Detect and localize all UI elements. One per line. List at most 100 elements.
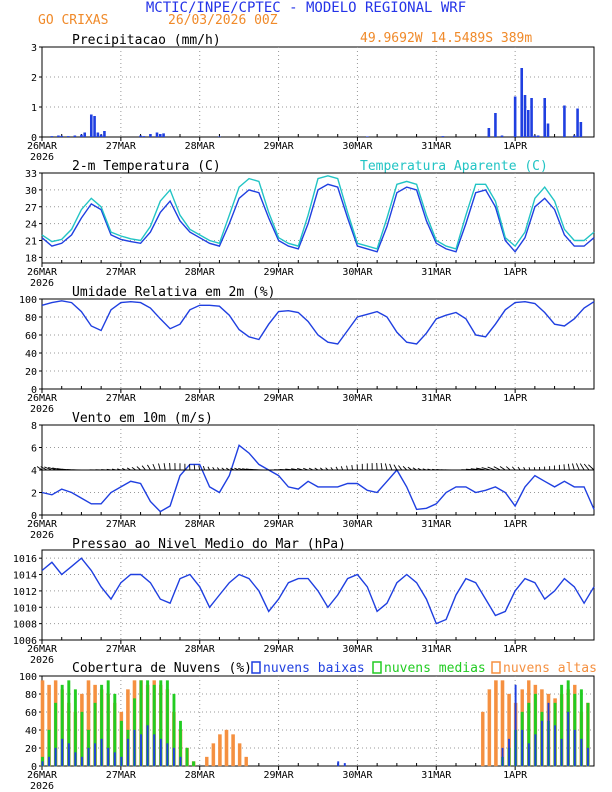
wind-barb (335, 466, 339, 471)
pressure-xtick-label: 1APR (503, 644, 528, 655)
cloud-bar-orange (231, 734, 235, 767)
rh-ytick-label: 20 (25, 367, 37, 378)
wind-barb (481, 467, 491, 471)
pressure-xtick-label: 30MAR (342, 644, 373, 655)
clouds-ytick-label: 0 (31, 762, 37, 773)
wind-barb (351, 464, 353, 471)
cloud-bar-blue (41, 761, 44, 767)
precip-bar (365, 136, 369, 137)
rh-title: Umidade Relativa em 2m (%) (72, 285, 276, 300)
wind-barb (427, 468, 432, 471)
rh-year-label: 2026 (30, 404, 54, 415)
legend-swatch-low (251, 661, 261, 674)
clouds-ytick-label: 80 (25, 690, 37, 701)
wind-barb (147, 464, 151, 471)
clouds-xtick-label: 29MAR (264, 770, 295, 781)
wind-barb (436, 469, 442, 471)
cloud-bar-blue (521, 729, 524, 767)
cloud-bar-blue (159, 738, 162, 767)
wind-barb (499, 466, 506, 471)
clouds-frame (41, 675, 595, 767)
precip-bar (536, 135, 540, 137)
pressure-series-line (41, 557, 595, 625)
precip-bar (103, 131, 106, 137)
wind-barb (575, 463, 580, 471)
cloud-bar-green (192, 761, 196, 767)
cloud-bar-blue (74, 752, 77, 767)
precip-bar (500, 135, 504, 137)
legend-swatch-high (491, 661, 501, 674)
clouds-ytick-label: 20 (25, 744, 37, 755)
precip-bar (576, 108, 579, 137)
wind-barb (126, 467, 131, 471)
cloud-bar-blue (61, 738, 64, 767)
wind-xtick-label: 29MAR (264, 519, 295, 530)
precip-bar (520, 68, 524, 137)
temp-legend-apparent: Temperatura Aparente (C) (360, 159, 548, 174)
rh-xtick-label: 31MAR (421, 393, 452, 404)
wind-barb (207, 466, 210, 471)
wind-barb (230, 467, 235, 471)
cloud-bar-blue (179, 756, 182, 767)
cloud-bar-blue (554, 725, 557, 767)
cloud-bar-blue (172, 747, 175, 767)
pressure-ytick-label: 1012 (13, 587, 37, 598)
clouds-ytick-label: 40 (25, 726, 37, 737)
wind-barb (325, 467, 329, 471)
precip-bar (441, 136, 445, 137)
temp-series-line (41, 183, 595, 253)
cloud-bar-blue (547, 702, 550, 767)
clouds-xtick-label: 31MAR (421, 770, 452, 781)
temp-xtick-label: 1APR (503, 267, 528, 278)
cloud-bar-blue (94, 743, 97, 767)
wind-ytick-label: 0 (31, 511, 37, 522)
clouds-xtick-label: 26MAR (27, 770, 58, 781)
wind-barb (279, 468, 289, 471)
wind-barb (330, 467, 334, 471)
cloud-bar-blue (166, 743, 169, 767)
cloud-bar-blue (140, 734, 143, 767)
clouds-xtick-label: 27MAR (106, 770, 137, 781)
cloud-bar-blue (560, 738, 563, 767)
wind-barb (319, 467, 324, 471)
temp-ytick-label: 33 (25, 169, 37, 180)
cloud-bar-blue (514, 684, 517, 767)
wind-barb (225, 467, 230, 471)
wind-series-line (41, 444, 595, 513)
wind-xtick-label: 26MAR (27, 519, 58, 530)
precip-bar (494, 113, 497, 137)
wind-barb (579, 463, 585, 471)
precip-bar (139, 135, 142, 137)
pressure-xtick-label: 29MAR (264, 644, 295, 655)
wind-barb (136, 466, 141, 471)
rh-ytick-label: 100 (19, 295, 37, 306)
precip-bar (513, 96, 517, 137)
pressure-year-label: 2026 (30, 655, 54, 666)
wind-barb (106, 468, 112, 471)
precip-ytick-label: 0 (31, 133, 37, 144)
temp-xtick-label: 28MAR (185, 267, 216, 278)
legend-low-label: nuvens baixas (263, 661, 365, 676)
precip-bar (142, 136, 146, 137)
rh-ytick-label: 40 (25, 349, 37, 360)
temp-ytick-label: 30 (25, 186, 37, 197)
wind-barb (238, 467, 245, 471)
temp-frame (41, 172, 595, 264)
legend-mid-label: nuvens medias (384, 661, 486, 676)
pressure-ytick-label: 1010 (13, 603, 37, 614)
temp-xtick-label: 26MAR (27, 267, 58, 278)
wind-barb (407, 466, 412, 471)
precip-bar (73, 135, 77, 137)
cloud-bar-orange (40, 680, 45, 767)
precip-bar (487, 128, 491, 137)
cloud-bar-blue (586, 747, 589, 767)
precip-xtick-label: 26MAR (27, 141, 58, 152)
cloud-bar-orange (211, 743, 216, 767)
rh-xtick-label: 27MAR (106, 393, 137, 404)
precip-bar (80, 134, 83, 137)
cloud-bar-orange (224, 729, 229, 767)
wind-barb (422, 468, 427, 471)
cloud-bar-blue (87, 747, 90, 767)
precip-bar (546, 123, 550, 137)
